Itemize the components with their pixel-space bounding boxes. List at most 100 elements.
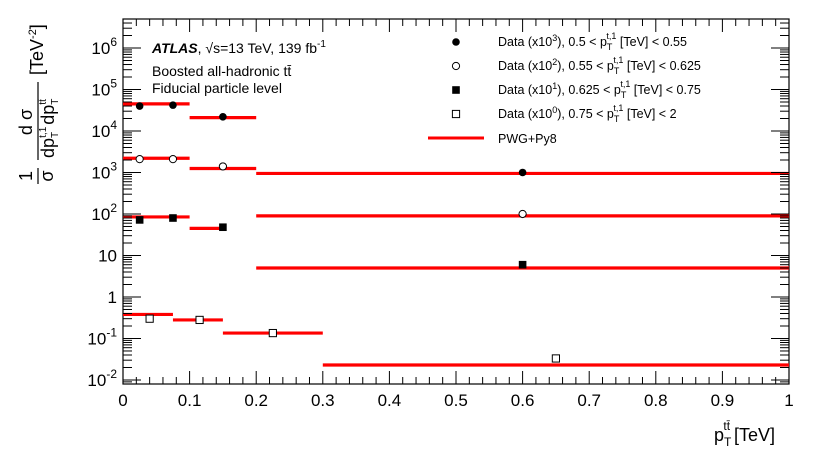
y-tick-label: 1 [108,288,117,307]
data-markers [135,101,560,363]
y-tick-label: 102 [91,201,117,224]
y-tick-base: 10 [91,163,110,182]
x-tick-label: 0.4 [378,391,402,410]
legend-mid: ), 0.5 < p [557,35,607,49]
legend-pre: Data (x10 [498,107,552,121]
x-axis-title-sup: tt̄ [723,419,730,433]
info-line2: Boosted all-hadronic tt̄ [152,63,291,79]
y-unit-open: [TeV [27,39,47,75]
legend-entry: Data (x100), 0.75 < pTt,1 [TeV] < 2 [498,103,677,124]
data-point [135,155,144,164]
y-tick-exp: -1 [106,325,117,339]
y-tick-label: 105 [91,77,117,100]
legend-pre: Data (x10 [498,83,552,97]
y-tick-label: 106 [91,35,117,58]
legend-sub: T [614,114,620,124]
data-point [168,155,178,164]
data-point [169,101,177,109]
data-point [145,314,154,323]
info-block: ATLAS, √s=13 TeV, 139 fb-1 Boosted all-h… [151,39,326,96]
data-point [169,214,177,222]
y-tick-exp: 5 [110,77,117,91]
data-point [195,315,204,325]
legend-scale: 3 [552,33,557,43]
y-tick-label: 104 [91,118,117,141]
y-tick-exp: 3 [110,159,117,173]
x-tick-label: 0 [118,391,127,410]
y-tick-exp: 6 [110,35,117,49]
x-axis-title-p: p [714,425,724,445]
y-tick-base: 10 [91,122,110,141]
data-point [219,112,227,121]
legend-post: [TeV] < 2 [623,107,676,121]
data-point [518,260,527,269]
x-axis-title-sub: T [724,435,732,449]
y-tick-exp: -2 [106,367,117,381]
x-tick-label: 0.9 [711,391,735,410]
axes: 0 0.1 0.2 0.3 0.4 0.5 0.6 0.7 0.8 0.9 110-210-1110… [87,18,794,410]
data-point [135,102,144,110]
y-unit-close: ] [27,24,47,29]
legend-pre: Data (x10 [498,35,552,49]
y-tick-base: 10 [91,205,110,224]
lumi-sup: -1 [317,39,326,50]
legend-entry: Data (x103), 0.5 < pTt,1 [TeV] < 0.55 [498,31,687,52]
x-tick-label: 0.3 [311,391,335,410]
y-axis-title: 1 σ d σ dpTt,1dpTtt̄ [TeV-2] [16,24,61,184]
data-point [218,162,227,171]
x-tick-label: 1 [784,391,793,410]
y-tick-label: 103 [91,159,117,182]
x-tick-label: 0.2 [244,391,268,410]
data-point [518,168,527,177]
legend-scale: 1 [552,81,557,91]
x-tick-label: 0.6 [511,391,535,410]
legend-sup: t,1 [613,55,623,65]
legend-mid: ), 0.625 < p [557,83,621,97]
y-tick-base: 10 [98,246,117,265]
legend-marker [451,109,461,119]
data-point [135,216,144,224]
energy-label: , √s=13 TeV, 139 fb [198,40,318,56]
y-title-frac-den: σ [37,170,57,181]
x-tick-label: 0.1 [178,391,202,410]
data-point [219,223,227,232]
legend-sup: t,1 [613,103,623,113]
legend-marker [451,61,461,71]
y-tick-label: 10 [98,246,117,265]
y-tick-label: 10-1 [87,325,117,348]
legend-mid: ), 0.55 < p [557,59,614,73]
y-title-num: d σ [16,109,36,135]
legend-mid: ), 0.75 < p [557,107,614,121]
y-tick-exp: 2 [110,201,117,215]
legend-pre: Data (x10 [498,59,552,73]
y-unit-sup: -2 [27,29,39,39]
x-tick-label: 0.5 [444,391,468,410]
y-tick-base: 1 [108,288,117,307]
legend-sub: T [614,66,620,76]
info-line3: Fiducial particle level [152,80,282,96]
legend-sup: t,1 [606,31,616,41]
legend-post: [TeV] < 0.625 [623,59,701,73]
legend-entry: Data (x102), 0.55 < pTt,1 [TeV] < 0.625 [498,55,701,76]
data-point [268,328,277,338]
x-tick-label: 0.7 [577,391,601,410]
legend-sub: T [607,42,613,52]
legend: Data (x103), 0.5 < pTt,1 [TeV] < 0.55Dat… [428,31,701,146]
legend-post: [TeV] < 0.75 [630,83,701,97]
y-title-frac-num: 1 [16,171,36,181]
y-tick-exp: 4 [110,118,117,132]
legend-sub: T [621,90,627,100]
y-tick-base: 10 [87,329,106,348]
y-tick-base: 10 [91,81,110,100]
data-point [518,209,527,219]
legend-marker [452,38,460,46]
legend-marker [452,86,460,94]
x-axis-title-unit: [TeV] [734,425,775,445]
experiment-label: ATLAS [151,40,198,56]
legend-post: [TeV] < 0.55 [616,35,687,49]
legend-prediction-label: PWG+Py8 [498,132,557,146]
x-tick-label: 0.8 [644,391,668,410]
y-tick-base: 10 [87,371,106,390]
legend-sup: t,1 [620,79,630,89]
